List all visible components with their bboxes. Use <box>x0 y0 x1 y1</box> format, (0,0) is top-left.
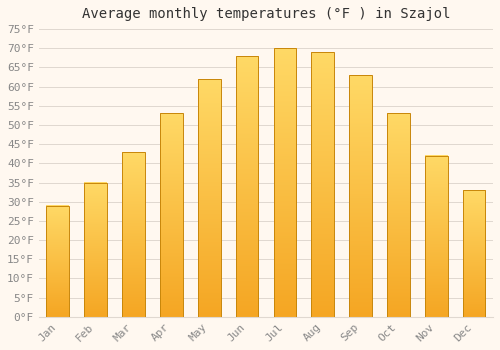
Bar <box>463 190 485 317</box>
Bar <box>349 75 372 317</box>
Bar <box>46 205 69 317</box>
Bar <box>236 56 258 317</box>
Bar <box>425 156 448 317</box>
Bar <box>387 113 410 317</box>
Title: Average monthly temperatures (°F ) in Szajol: Average monthly temperatures (°F ) in Sz… <box>82 7 450 21</box>
Bar <box>312 52 334 317</box>
Bar <box>160 113 182 317</box>
Bar <box>274 48 296 317</box>
Bar <box>84 182 107 317</box>
Bar <box>198 79 220 317</box>
Bar <box>122 152 145 317</box>
